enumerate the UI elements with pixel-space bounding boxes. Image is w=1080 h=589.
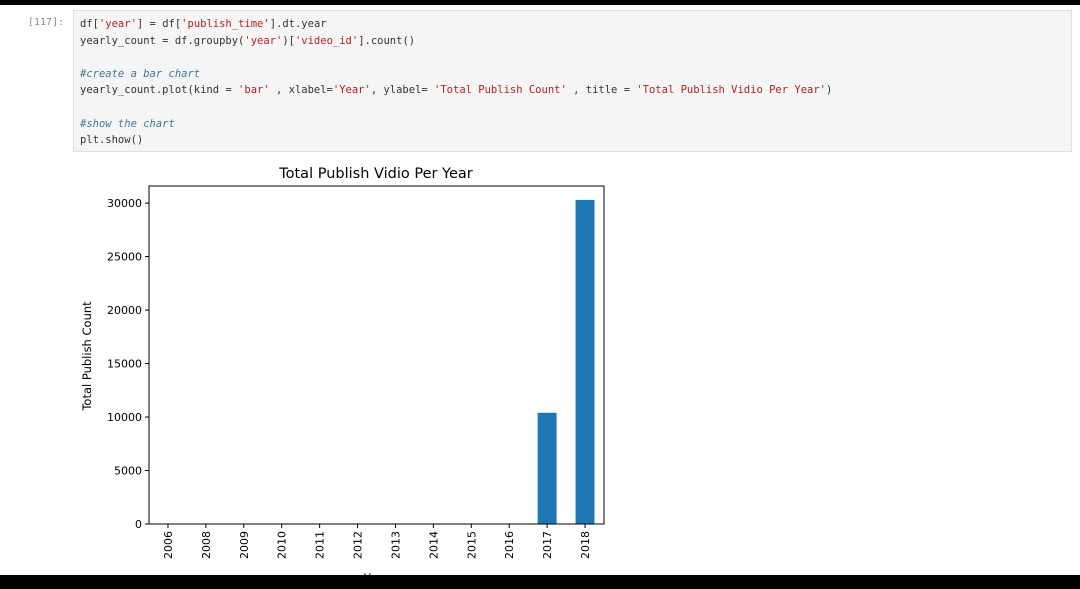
code-token: )[ — [282, 34, 295, 47]
code-line-6: plt.show() — [80, 132, 832, 149]
y-tick-label: 5000 — [114, 465, 142, 478]
code-token: ] = df[ — [136, 18, 182, 30]
y-tick-label: 10000 — [107, 411, 142, 424]
bar-2018 — [575, 199, 595, 524]
code-token: ].count() — [358, 34, 416, 47]
chart-title: Total Publish Vidio Per Year — [278, 166, 473, 182]
code-string: 'year' — [98, 18, 137, 30]
x-tick-label: 2017 — [541, 531, 554, 559]
y-tick-label: 25000 — [107, 251, 142, 264]
code-string: 'Year' — [332, 84, 371, 97]
x-tick-label: 2009 — [238, 531, 251, 559]
code-string: 'video_id' — [294, 34, 359, 47]
y-tick-label: 15000 — [107, 358, 142, 371]
code-editor[interactable]: df['year'] = df['publish_time'].dt.year y… — [80, 16, 832, 149]
code-token: , xlabel= — [269, 84, 333, 97]
plot-frame — [148, 185, 605, 525]
code-line-4: yearly_count.plot(kind = 'bar' , xlabel=… — [80, 82, 832, 99]
y-tick-label: 0 — [135, 518, 142, 531]
x-tick-label: 2006 — [162, 531, 175, 559]
bottom-frame-bar — [0, 575, 1080, 589]
x-tick-label: 2010 — [276, 531, 289, 559]
code-line-3: #create a bar chart — [80, 66, 832, 83]
y-axis-label: Total Publish Count — [80, 301, 94, 412]
code-token: ].dt.year — [269, 18, 327, 30]
x-tick-label: 2018 — [579, 531, 592, 559]
x-tick-label: 2014 — [427, 531, 440, 559]
code-line-5: #show the chart — [80, 116, 832, 133]
x-tick-label: 2012 — [352, 531, 365, 559]
code-token: yearly_count = df.groupby( — [80, 34, 245, 47]
code-token: plt.show() — [80, 134, 144, 147]
x-tick-label: 2015 — [465, 531, 478, 559]
code-comment: #create a bar chart — [80, 67, 201, 80]
bar-2017 — [537, 412, 557, 524]
code-token: ) — [826, 84, 833, 97]
code-string: 'Total Publish Vidio Per Year' — [636, 84, 826, 97]
code-line-2: yearly_count = df.groupby('year')['video… — [80, 33, 832, 50]
code-token: , title = — [566, 84, 637, 97]
code-string: 'bar' — [238, 84, 270, 97]
x-tick-label: 2011 — [314, 531, 327, 559]
code-string: 'Total Publish Count' — [434, 84, 567, 97]
cell-execution-count: [117]: — [28, 17, 65, 28]
code-line-1: df['year'] = df['publish_time'].dt.year — [80, 16, 832, 33]
code-token: df[ — [80, 18, 99, 30]
code-string: 'year' — [244, 34, 283, 47]
top-frame-bar — [0, 0, 1080, 5]
code-string: 'publish_time' — [181, 18, 270, 30]
y-tick-label: 20000 — [107, 304, 142, 317]
x-tick-label: 2013 — [389, 531, 402, 559]
code-comment: #show the chart — [80, 117, 175, 130]
x-tick-label: 2016 — [503, 531, 516, 559]
y-tick-label: 30000 — [107, 197, 142, 210]
code-token: , ylabel= — [370, 84, 435, 97]
code-cell[interactable]: df['year'] = df['publish_time'].dt.year y… — [73, 10, 1072, 152]
x-tick-label: 2008 — [200, 531, 213, 559]
code-token: yearly_count.plot(kind = — [80, 84, 239, 97]
